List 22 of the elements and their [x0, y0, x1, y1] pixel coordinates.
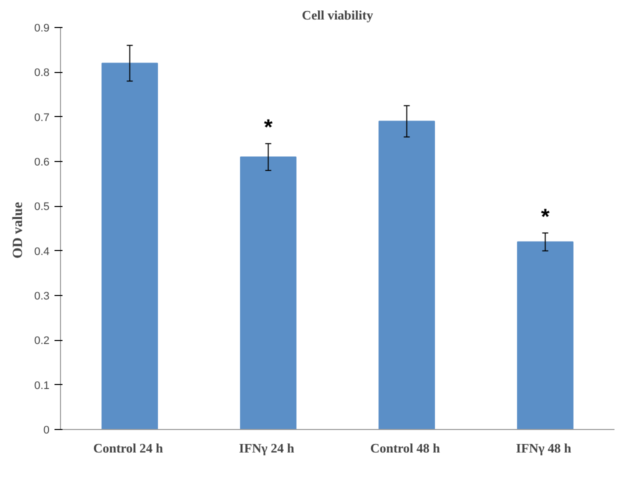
x-tick-label: Control 24 h [93, 440, 164, 456]
bar [517, 241, 574, 430]
y-tick-label: 0 [43, 424, 50, 436]
annotation: * [540, 204, 550, 229]
x-tick-label: IFNγ 48 h [516, 440, 572, 456]
y-tick-label: 0.7 [34, 112, 50, 124]
x-tick-label: Control 48 h [370, 440, 441, 456]
y-tick-label: 0.9 [34, 22, 50, 34]
y-tick-label: 0.3 [34, 290, 50, 302]
y-tick-label: 0.1 [34, 380, 50, 392]
y-tick-label: 0.4 [34, 246, 50, 258]
y-tick-label: 0.8 [34, 67, 50, 80]
annotation: * [264, 114, 273, 140]
y-tick-label: 0.2 [34, 335, 50, 348]
bar [240, 156, 296, 430]
y-tick-label: 0.6 [34, 156, 50, 168]
y-tick-label: 0.5 [34, 201, 50, 214]
y-axis-title: OD value [11, 202, 26, 258]
bar [378, 120, 435, 430]
chart-title: Cell viability [302, 8, 374, 22]
x-tick-label: IFNγ 24 h [239, 440, 295, 456]
bar [102, 62, 158, 430]
